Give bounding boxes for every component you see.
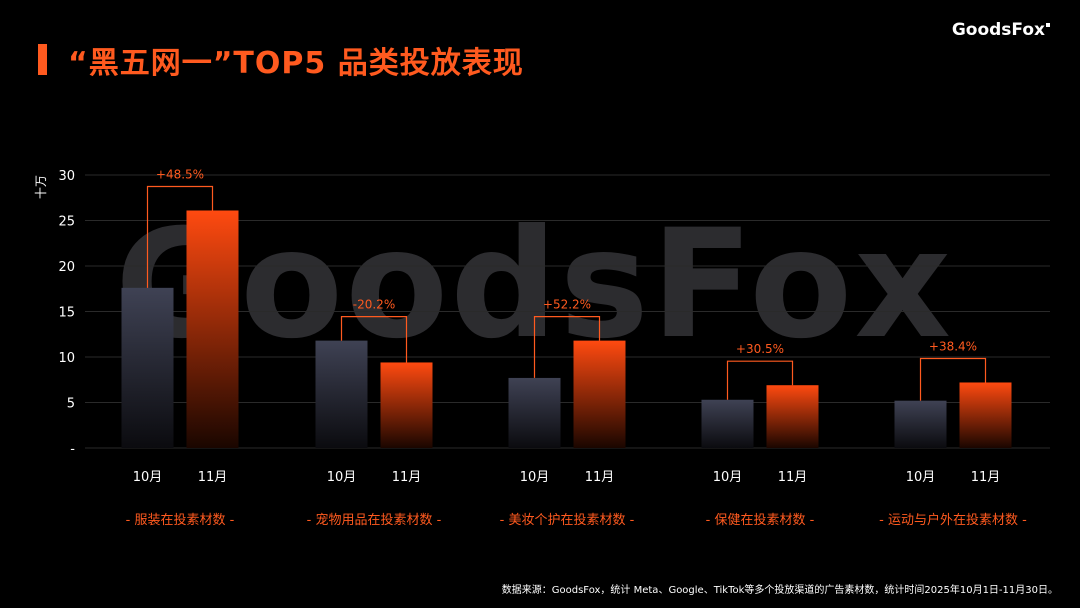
bar-oct: [894, 400, 947, 448]
change-bracket: [340, 316, 408, 363]
y-tick-label: 30: [58, 169, 75, 184]
bar-nov: [380, 362, 433, 448]
x-tick-label: 10月: [133, 470, 163, 485]
bar-oct: [121, 287, 174, 448]
y-tick-label: 10: [58, 351, 75, 366]
y-tick-label: -: [70, 442, 75, 457]
bar-nov: [766, 385, 819, 448]
brand-dot-icon: [1046, 23, 1050, 27]
x-tick-label: 10月: [906, 470, 936, 485]
y-tick-label: 15: [58, 306, 75, 321]
y-tick-label: 5: [67, 397, 75, 412]
watermark: GoodsFox: [115, 198, 954, 372]
category-label: - 美妆个护在投素材数 -: [500, 512, 635, 528]
y-tick-label: 25: [58, 215, 75, 230]
y-axis-label: 十万: [34, 175, 48, 199]
bar-nov: [959, 382, 1012, 448]
bar-nov: [573, 340, 626, 448]
data-source-note: 数据来源：GoodsFox，统计 Meta、Google、TikTok等多个投放…: [501, 585, 1058, 596]
x-tick-label: 11月: [585, 470, 615, 485]
category-label: - 服装在投素材数 -: [126, 512, 235, 528]
x-tick-label: 10月: [713, 470, 743, 485]
change-label: +48.5%: [156, 167, 204, 181]
change-label: +52.2%: [543, 298, 591, 312]
change-bracket: [146, 185, 214, 288]
category-label: - 保健在投素材数 -: [706, 512, 815, 528]
page-title: “黑五网一”TOP5 品类投放表现: [68, 46, 524, 81]
title-accent-bar: [38, 44, 47, 75]
x-tick-label: 11月: [392, 470, 422, 485]
change-bracket: [919, 357, 987, 401]
x-tick-label: 10月: [327, 470, 357, 485]
brand-name: GoodsFox: [951, 20, 1045, 40]
y-tick-label: 20: [58, 260, 75, 275]
change-label: +30.5%: [736, 342, 784, 356]
change-bracket: [533, 316, 601, 378]
change-label: +38.4%: [929, 339, 977, 353]
bar-oct: [508, 377, 561, 448]
change-bracket: [726, 360, 794, 400]
bar-oct: [315, 340, 368, 448]
bar-oct: [701, 399, 754, 448]
x-tick-label: 11月: [778, 470, 808, 485]
brand-logo: GoodsFox: [952, 20, 1050, 40]
x-tick-label: 10月: [520, 470, 550, 485]
change-label: -20.2%: [353, 298, 395, 312]
x-tick-label: 11月: [198, 470, 228, 485]
category-label: - 宠物用品在投素材数 -: [307, 512, 442, 528]
category-label: - 运动与户外在投素材数 -: [879, 512, 1027, 528]
x-tick-label: 11月: [971, 470, 1001, 485]
bar-nov: [186, 210, 239, 448]
